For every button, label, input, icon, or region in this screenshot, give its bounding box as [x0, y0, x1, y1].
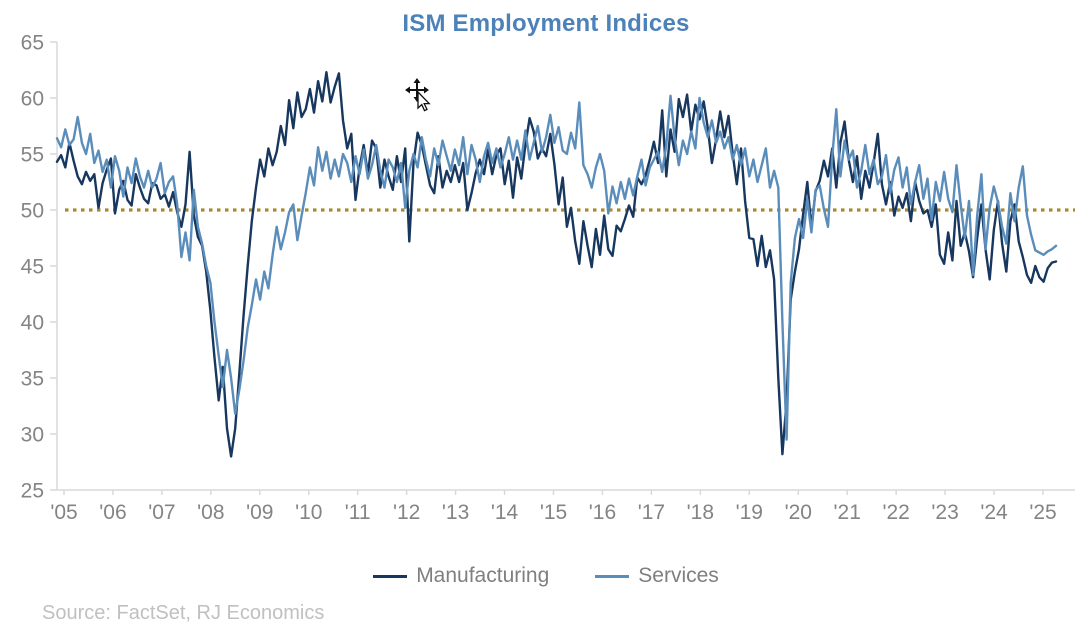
x-axis-label: '09 — [246, 501, 273, 524]
x-axis-label: '21 — [834, 501, 861, 524]
x-axis-label: '13 — [442, 501, 469, 524]
legend-label-services: Services — [638, 564, 719, 587]
x-axis-label: '15 — [540, 501, 567, 524]
legend-item-manufacturing: Manufacturing — [373, 564, 549, 588]
x-axis-label: '10 — [295, 501, 322, 524]
y-axis-label: 35 — [21, 368, 44, 391]
services-line-swatch — [595, 574, 630, 578]
x-axis-label: '16 — [589, 501, 616, 524]
chart-title: ISM Employment Indices — [402, 10, 690, 37]
x-axis-label: '05 — [50, 501, 77, 524]
legend-item-services: Services — [595, 564, 719, 588]
y-axis-label: 45 — [21, 256, 44, 279]
x-axis-label: '06 — [99, 501, 126, 524]
y-axis-label: 30 — [21, 424, 44, 447]
move-cursor-icon — [405, 78, 429, 102]
x-axis-label: '08 — [197, 501, 224, 524]
x-axis-label: '20 — [785, 501, 812, 524]
arrow-pointer-icon — [417, 90, 431, 112]
x-axis-label: '17 — [638, 501, 665, 524]
y-axis-label: 40 — [21, 312, 44, 335]
mouse-cursor — [405, 78, 431, 112]
x-axis-label: '14 — [491, 501, 519, 524]
x-axis-label: '07 — [148, 501, 175, 524]
x-axis-label: '24 — [980, 501, 1008, 524]
y-axis-label: 55 — [21, 144, 44, 167]
legend: Manufacturing Services — [0, 564, 1092, 588]
y-axis-label: 60 — [21, 88, 44, 111]
x-axis-label: '19 — [736, 501, 763, 524]
x-axis-label: '18 — [687, 501, 714, 524]
y-axis-label: 25 — [21, 480, 44, 503]
x-axis-label: '25 — [1029, 501, 1056, 524]
legend-label-manufacturing: Manufacturing — [416, 564, 550, 587]
x-axis-label: '23 — [931, 501, 958, 524]
services-line — [55, 94, 1058, 441]
manufacturing-line-swatch — [373, 574, 408, 578]
x-axis-label: '11 — [345, 501, 371, 524]
y-axis-label: 50 — [21, 200, 44, 223]
x-axis-label: '12 — [393, 501, 420, 524]
x-axis-label: '22 — [882, 501, 909, 524]
source-note: Source: FactSet, RJ Economics — [42, 602, 325, 624]
y-axis-label: 65 — [21, 32, 44, 55]
